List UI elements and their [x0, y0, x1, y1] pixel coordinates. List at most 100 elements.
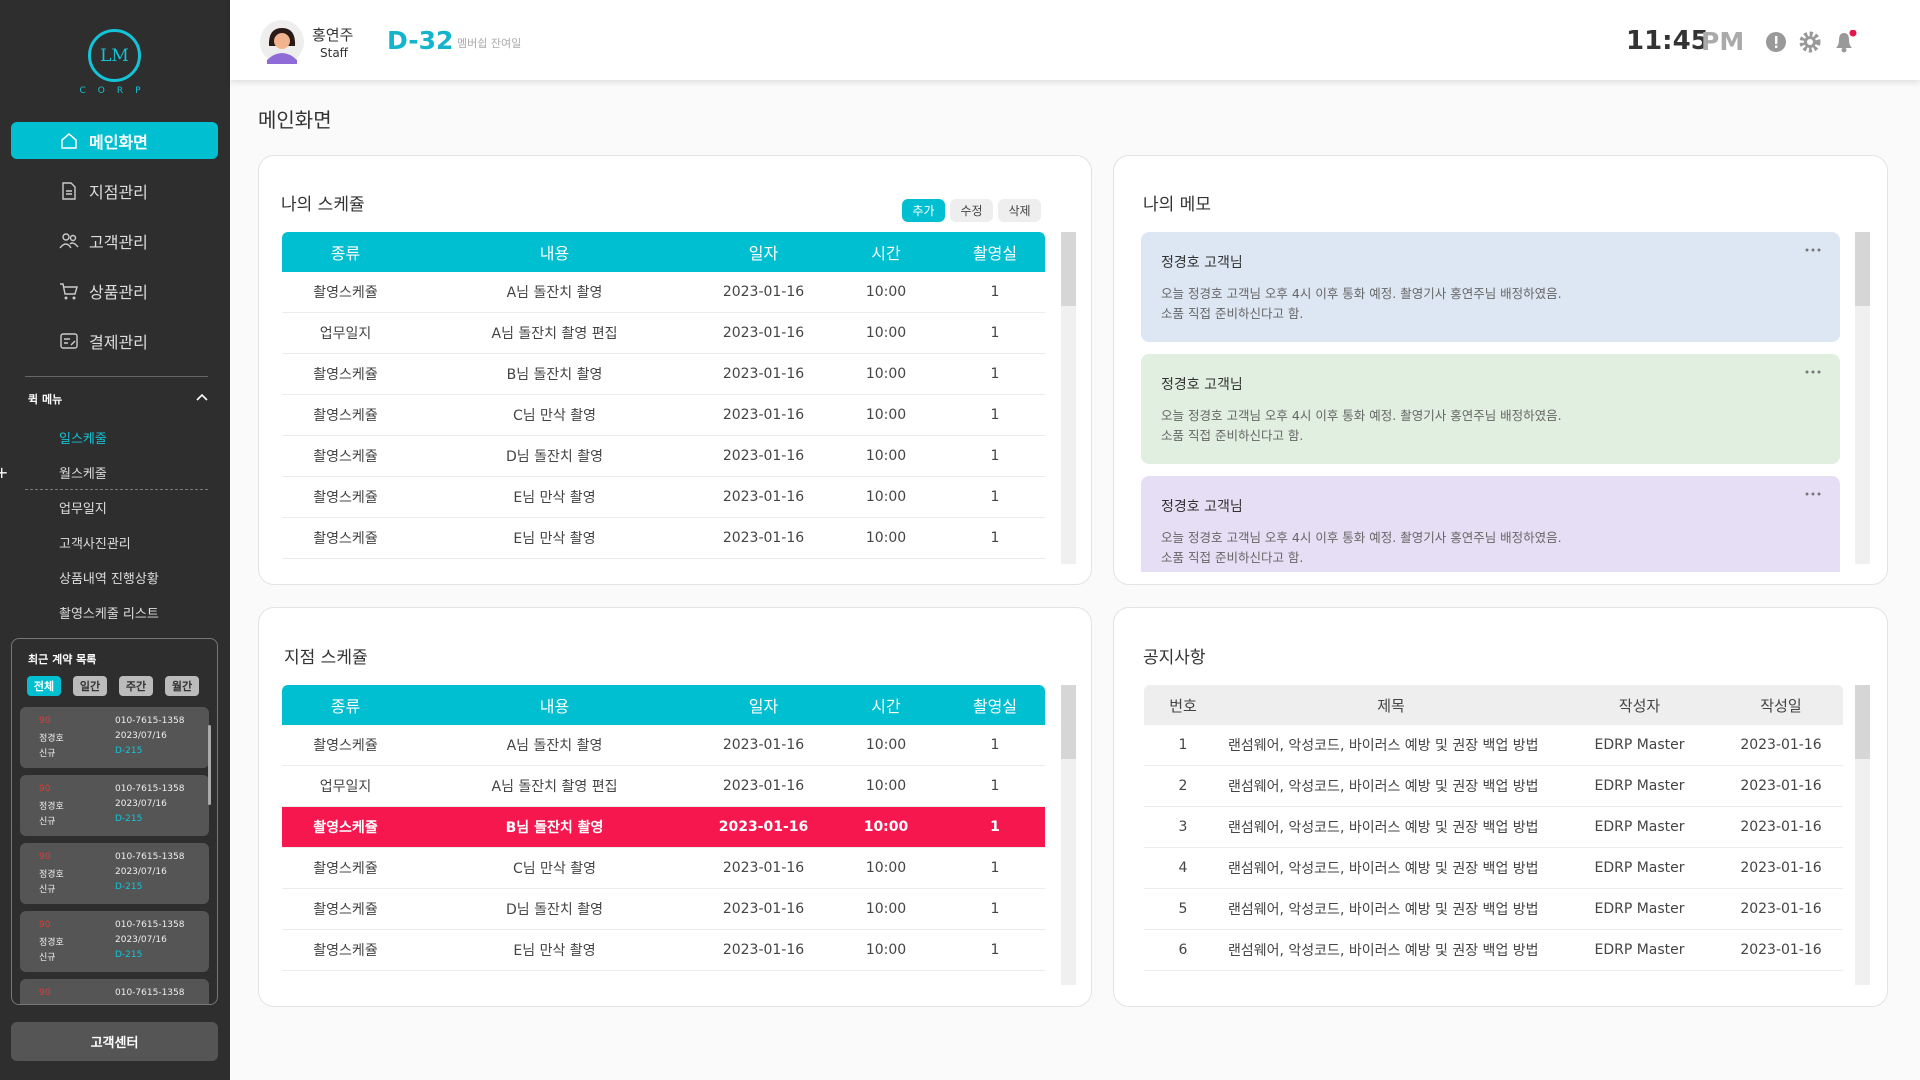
memo-panel: 나의 메모 정경호 고객님 오늘 정경호 고객님 오후 4시 이후 통화 예정. …	[1113, 155, 1888, 585]
contract-card[interactable]: 90 정경호 신규 010-7615-1358 2023/07/16 D-215	[20, 775, 209, 836]
filter[interactable]: 월간	[165, 676, 199, 696]
panel-title: 공지사항	[1143, 648, 1206, 668]
scroll-thumb[interactable]	[1855, 685, 1870, 759]
card-phone: 010-7615-1358	[115, 852, 185, 862]
support-button[interactable]: 고객센터	[11, 1022, 218, 1061]
scrollbar[interactable]	[1855, 232, 1870, 564]
contract-card[interactable]: 90 정경호 신규 010-7615-1358 2023/07/16 D-215	[20, 707, 209, 768]
nav-item[interactable]: 고객관리	[11, 222, 218, 259]
memo-menu[interactable]	[1804, 238, 1822, 257]
quick-menu-item[interactable]: 월스케줄	[0, 455, 208, 490]
table-row[interactable]: 촬영스케쥴 C님 만삭 촬영 2023-01-16 10:00 1	[282, 848, 1045, 889]
action-button[interactable]: 수정	[950, 199, 993, 222]
table-row[interactable]: 4 랜섬웨어, 악성코드, 바이러스 예방 및 권장 백업 방법 EDRP Mast…	[1144, 848, 1843, 889]
filter[interactable]: 주간	[119, 676, 153, 696]
contract-card[interactable]: 90 010-7615-1358	[20, 979, 209, 1004]
memo-menu[interactable]	[1804, 482, 1822, 501]
nav-item[interactable]: 지점관리	[11, 172, 218, 209]
memo-line: 소품 직접 준비하신다고 함.	[1161, 550, 1304, 565]
table-row[interactable]: 촬영스케쥴 C님 만삭 촬영 2023-01-16 10:00 1	[282, 395, 1045, 436]
column-header: 제목	[1377, 696, 1405, 715]
card-score: 90	[39, 784, 51, 794]
table-cell: 랜섬웨어, 악성코드, 바이러스 예방 및 권장 백업 방법	[1228, 861, 1539, 877]
table-cell: 랜섬웨어, 악성코드, 바이러스 예방 및 권장 백업 방법	[1228, 820, 1539, 836]
contract-card[interactable]: 90 정경호 신규 010-7615-1358 2023/07/16 D-215	[20, 911, 209, 972]
table-cell: 2023-01-16	[722, 860, 805, 876]
table-row[interactable]: 2 랜섬웨어, 악성코드, 바이러스 예방 및 권장 백업 방법 EDRP Mast…	[1144, 766, 1843, 807]
memo-title: 정경호 고객님	[1161, 377, 1243, 393]
table-cell: B님 돌잔치 촬영	[506, 367, 603, 383]
table-cell: 1	[990, 284, 1000, 300]
table-row[interactable]: 6 랜섬웨어, 악성코드, 바이러스 예방 및 권장 백업 방법 EDRP Mast…	[1144, 930, 1843, 971]
scroll-thumb[interactable]	[1061, 232, 1076, 306]
scrollbar[interactable]	[1061, 232, 1076, 564]
table-row[interactable]: 촬영스케쥴 D님 돌잔치 촬영 2023-01-16 10:00 1	[282, 889, 1045, 930]
table-row[interactable]: 촬영스케쥴 B님 돌잔치 촬영 2023-01-16 10:00 1	[282, 354, 1045, 395]
table-row[interactable]: 촬영스케쥴 E님 만삭 촬영 2023-01-16 10:00 1	[282, 518, 1045, 559]
table-row[interactable]: 촬영스케쥴 A님 돌잔치 촬영 2023-01-16 10:00 1	[282, 725, 1045, 766]
table-row[interactable]: 5 랜섬웨어, 악성코드, 바이러스 예방 및 권장 백업 방법 EDRP Mast…	[1144, 889, 1843, 930]
table-cell: 10:00	[865, 489, 907, 505]
column-header: 종류	[330, 697, 361, 716]
scrollbar[interactable]	[208, 725, 211, 805]
logo-sub: CORP	[79, 86, 153, 96]
card-score: 90	[39, 852, 51, 862]
settings-icon[interactable]	[1799, 31, 1821, 53]
table-row[interactable]: 촬영스케쥴 D님 돌잔치 촬영 2023-01-16 10:00 1	[282, 436, 1045, 477]
table-row[interactable]: 촬영스케쥴 A님 돌잔치 촬영 2023-01-16 10:00 1	[282, 272, 1045, 313]
quick-menu-item[interactable]: 상품내역 진행상황	[59, 572, 159, 587]
table-cell: 2023-01-16	[722, 366, 805, 382]
table-row[interactable]: 촬영스케쥴 E님 만삭 촬영 2023-01-16 10:00 1	[282, 477, 1045, 518]
avatar[interactable]	[260, 20, 304, 64]
table-row[interactable]: 1 랜섬웨어, 악성코드, 바이러스 예방 및 권장 백업 방법 EDRP Mast…	[1144, 725, 1843, 766]
contract-card[interactable]: 90 정경호 신규 010-7615-1358 2023/07/16 D-215	[20, 843, 209, 904]
table-cell: 10:00	[865, 737, 907, 753]
table: 종류 내용 일자 시간 촬영실 촬영스케쥴 A님 돌잔치 촬영 2023-01-16 10:00…	[282, 232, 1045, 564]
quick-menu-item[interactable]: 촬영스케줄 리스트	[59, 607, 159, 622]
collapse-icon[interactable]	[196, 393, 208, 401]
table-cell: 2023-01-16	[1740, 819, 1822, 835]
table-cell: A님 돌잔치 촬영 편집	[491, 779, 618, 795]
memo-menu[interactable]	[1804, 360, 1822, 379]
table-row[interactable]: 촬영스케쥴 E님 만삭 촬영 2023-01-16 10:00 1	[282, 930, 1045, 971]
header: 홍연주 Staff D-32 멤버쉽 잔여일 11:45 PM	[230, 0, 1920, 80]
card-score: 90	[39, 716, 51, 726]
user-name: 홍연주	[312, 26, 354, 44]
table-row[interactable]: 업무일지 A님 돌잔치 촬영 편집 2023-01-16 10:00 1	[282, 766, 1045, 807]
column-header: 촬영실	[972, 244, 1018, 263]
quick-menu-item[interactable]: 고객사진관리	[59, 537, 131, 552]
table-row[interactable]: 업무일지 A님 돌잔치 촬영 편집 2023-01-16 10:00 1	[282, 313, 1045, 354]
table-cell: 10:00	[865, 942, 907, 958]
filter[interactable]: 전체	[27, 676, 61, 696]
table-cell: 촬영스케쥴	[313, 943, 378, 959]
card-score: 90	[39, 988, 51, 998]
table-row[interactable]: 촬영스케쥴 B님 돌잔치 촬영 2023-01-16 10:00 1	[282, 807, 1045, 848]
memo-card[interactable]: 정경호 고객님 오늘 정경호 고객님 오후 4시 이후 통화 예정. 촬영기사 홍…	[1141, 232, 1840, 342]
notification-icon[interactable]	[1836, 30, 1857, 53]
nav-item[interactable]: 메인화면	[11, 122, 218, 159]
table-cell: 촬영스케쥴	[313, 449, 378, 465]
logo[interactable]: LM	[88, 29, 141, 82]
quick-menu-item[interactable]: 일스케줄	[59, 432, 107, 447]
nav-label: 지점관리	[89, 182, 148, 202]
memo-card[interactable]: 정경호 고객님 오늘 정경호 고객님 오후 4시 이후 통화 예정. 촬영기사 홍…	[1141, 476, 1840, 572]
scrollbar[interactable]	[1855, 685, 1870, 985]
quick-menu-item[interactable]: 업무일지	[59, 502, 107, 517]
filter[interactable]: 일간	[73, 676, 107, 696]
action-button[interactable]: 삭제	[998, 199, 1041, 222]
table-cell: 4	[1178, 860, 1188, 876]
table-cell: 5	[1178, 901, 1188, 917]
scrollbar[interactable]	[1061, 685, 1076, 985]
nav-item[interactable]: 상품관리	[11, 272, 218, 309]
column-header: 시간	[871, 697, 901, 716]
table-cell: 촬영스케쥴	[313, 367, 378, 383]
table-row[interactable]: 3 랜섬웨어, 악성코드, 바이러스 예방 및 권장 백업 방법 EDRP Mast…	[1144, 807, 1843, 848]
action-button[interactable]: 추가	[902, 199, 945, 222]
nav-icon	[60, 283, 78, 300]
scroll-thumb[interactable]	[1855, 232, 1870, 306]
memo-card[interactable]: 정경호 고객님 오늘 정경호 고객님 오후 4시 이후 통화 예정. 촬영기사 홍…	[1141, 354, 1840, 464]
nav-item[interactable]: 결제관리	[11, 322, 218, 359]
info-icon[interactable]	[1766, 32, 1786, 52]
notices-panel: 공지사항 번호 제목 작성자 작성일 1 랜섬웨어, 악성코드, 바이러스 예방 및 권장…	[1113, 607, 1888, 1007]
scroll-thumb[interactable]	[1061, 685, 1076, 759]
